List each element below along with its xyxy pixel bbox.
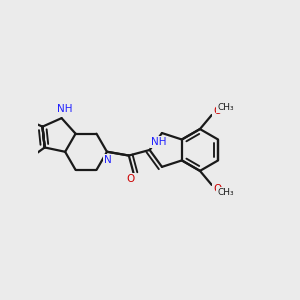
Text: NH: NH <box>57 104 72 114</box>
Text: O: O <box>126 174 135 184</box>
Text: CH₃: CH₃ <box>217 103 234 112</box>
Text: N: N <box>104 155 112 165</box>
Text: CH₃: CH₃ <box>217 188 234 197</box>
Text: NH: NH <box>151 137 166 147</box>
Text: O: O <box>213 106 221 116</box>
Text: O: O <box>213 184 221 194</box>
